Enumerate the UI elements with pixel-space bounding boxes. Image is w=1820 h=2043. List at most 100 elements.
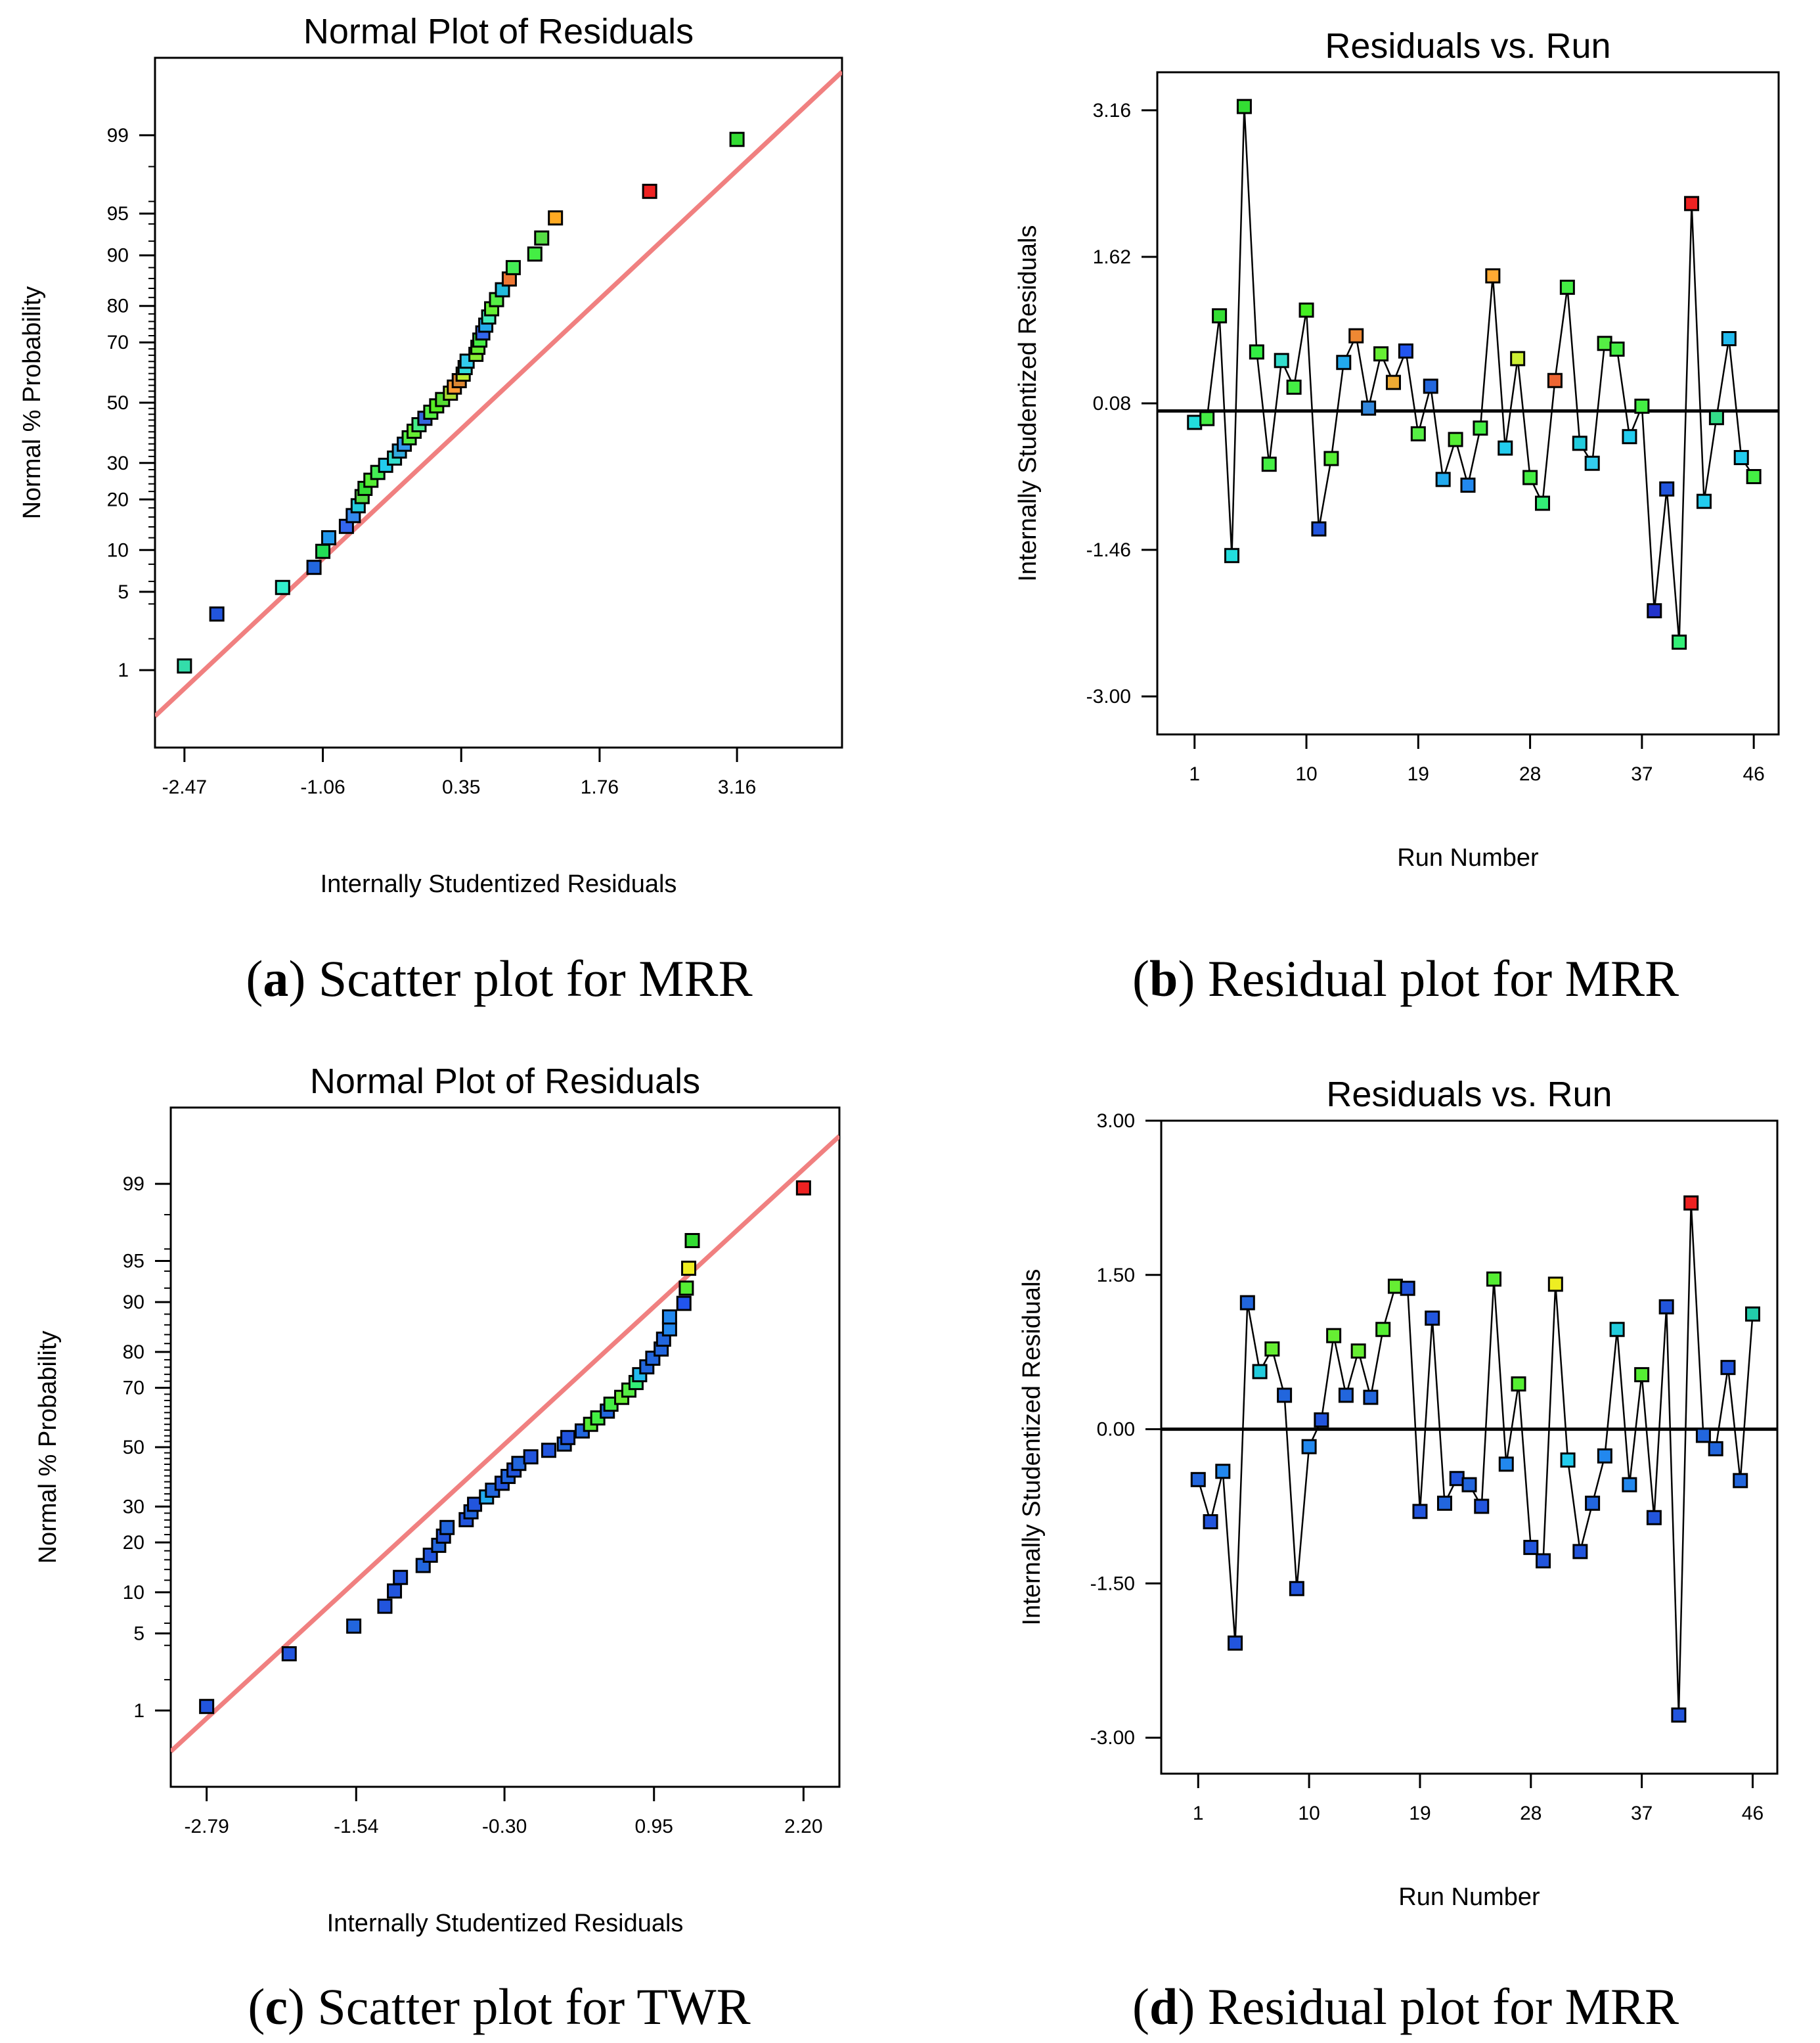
chart-title: Normal Plot of Residuals bbox=[310, 1062, 700, 1101]
data-point bbox=[1609, 1322, 1625, 1337]
data-point bbox=[681, 1261, 697, 1276]
y-axis-label: Internally Studentized Residuals bbox=[1018, 1269, 1046, 1626]
data-point bbox=[1647, 603, 1662, 619]
data-point bbox=[1696, 493, 1712, 509]
y-tick-label: 70 bbox=[107, 332, 129, 353]
x-tick-label: 0.35 bbox=[442, 776, 480, 798]
data-point bbox=[315, 543, 331, 559]
y-tick-label: 80 bbox=[123, 1341, 144, 1363]
x-tick-label: 19 bbox=[1408, 763, 1429, 785]
data-point bbox=[1510, 351, 1526, 367]
data-point bbox=[534, 230, 550, 246]
x-tick-label: 46 bbox=[1742, 763, 1764, 785]
y-tick-label: 99 bbox=[123, 1173, 144, 1195]
y-tick-label: 20 bbox=[107, 489, 129, 510]
data-point bbox=[729, 131, 745, 147]
y-tick-label: -3.00 bbox=[1090, 1727, 1135, 1749]
plot-frame bbox=[154, 56, 843, 749]
data-point bbox=[1634, 1367, 1650, 1383]
chart-title: Residuals vs. Run bbox=[1326, 1075, 1612, 1114]
data-point bbox=[1435, 472, 1451, 487]
plot-frame bbox=[169, 1106, 841, 1788]
caption-d-text: Residual plot for MRR bbox=[1195, 1978, 1679, 2035]
data-point bbox=[1474, 1498, 1490, 1514]
caption-a-text: Scatter plot for MRR bbox=[305, 950, 753, 1007]
data-point bbox=[1412, 1504, 1428, 1519]
x-tick-label: 10 bbox=[1295, 763, 1317, 785]
y-tick-label: 3.00 bbox=[1097, 1110, 1135, 1132]
data-point bbox=[1336, 355, 1352, 370]
data-point bbox=[1609, 341, 1625, 357]
x-axis-label: Internally Studentized Residuals bbox=[321, 870, 677, 898]
x-tick-label: 37 bbox=[1631, 763, 1653, 785]
x-tick-label: 10 bbox=[1298, 1803, 1320, 1824]
data-point bbox=[523, 1449, 539, 1465]
caption-c: (c) Scatter plot for TWR bbox=[248, 1978, 751, 2035]
y-tick-label: 20 bbox=[123, 1532, 144, 1554]
data-point bbox=[1720, 1360, 1736, 1376]
data-point bbox=[1622, 429, 1637, 445]
x-tick-label: 1.76 bbox=[581, 776, 619, 798]
data-point bbox=[209, 606, 225, 622]
data-point bbox=[1659, 481, 1675, 497]
caption-c-letter: c bbox=[265, 1978, 288, 2035]
data-point bbox=[1746, 469, 1762, 485]
data-point bbox=[1314, 1412, 1329, 1428]
x-tick-label: 1 bbox=[1189, 763, 1200, 785]
data-point bbox=[1658, 1299, 1674, 1314]
data-point bbox=[1436, 1495, 1452, 1511]
data-point bbox=[1203, 1514, 1218, 1529]
data-point bbox=[1277, 1387, 1293, 1403]
caption-d-letter: d bbox=[1149, 1978, 1178, 2035]
data-point bbox=[1228, 1635, 1243, 1651]
data-point bbox=[1423, 378, 1438, 394]
data-point bbox=[642, 183, 657, 199]
series-line bbox=[1194, 106, 1755, 642]
x-tick-label: 3.16 bbox=[718, 776, 756, 798]
x-tick-label: -1.54 bbox=[334, 1816, 378, 1837]
data-point bbox=[1249, 344, 1264, 360]
data-point bbox=[1298, 302, 1314, 318]
data-point bbox=[1634, 398, 1650, 414]
data-point bbox=[1425, 1311, 1440, 1326]
data-point bbox=[1684, 196, 1700, 212]
data-point bbox=[346, 1618, 362, 1634]
data-point bbox=[1622, 1477, 1637, 1493]
data-point bbox=[1646, 1510, 1662, 1525]
data-point bbox=[1215, 1464, 1231, 1479]
data-point bbox=[1733, 1473, 1748, 1489]
data-point bbox=[1375, 1322, 1391, 1337]
data-point bbox=[1224, 548, 1240, 564]
data-point bbox=[684, 1232, 700, 1248]
data-point bbox=[527, 246, 543, 262]
data-point bbox=[1363, 1389, 1379, 1405]
y-tick-label: 1 bbox=[133, 1700, 144, 1722]
x-tick-label: -2.79 bbox=[184, 1816, 229, 1837]
data-point bbox=[1274, 353, 1289, 369]
data-point bbox=[1485, 268, 1501, 284]
y-tick-label: -1.46 bbox=[1086, 539, 1131, 561]
data-point bbox=[1289, 1581, 1304, 1596]
caption-b: (b) Residual plot for MRR bbox=[1132, 950, 1679, 1007]
data-point bbox=[1199, 411, 1215, 426]
y-tick-label: 10 bbox=[123, 1582, 144, 1604]
y-tick-label: 50 bbox=[123, 1437, 144, 1458]
data-points bbox=[177, 131, 745, 674]
chart-d: Residuals vs. Run Run Number Internally St… bbox=[1018, 1075, 1779, 1911]
data-point bbox=[1373, 346, 1389, 362]
data-point bbox=[1559, 279, 1575, 295]
y-tick-label: 1.62 bbox=[1093, 246, 1131, 268]
data-point bbox=[1264, 1341, 1280, 1357]
y-tick-label: 90 bbox=[123, 1291, 144, 1313]
y-tick-label: 80 bbox=[107, 296, 129, 317]
data-point bbox=[1385, 374, 1401, 390]
y-tick-label: 70 bbox=[123, 1378, 144, 1399]
data-point bbox=[1486, 1271, 1502, 1287]
caption-b-text: Residual plot for MRR bbox=[1195, 950, 1679, 1007]
data-point bbox=[1473, 420, 1488, 436]
data-point bbox=[1187, 415, 1203, 430]
data-point bbox=[1448, 432, 1463, 447]
data-point bbox=[377, 1598, 393, 1614]
data-point bbox=[1523, 1540, 1539, 1556]
data-point bbox=[795, 1180, 811, 1196]
